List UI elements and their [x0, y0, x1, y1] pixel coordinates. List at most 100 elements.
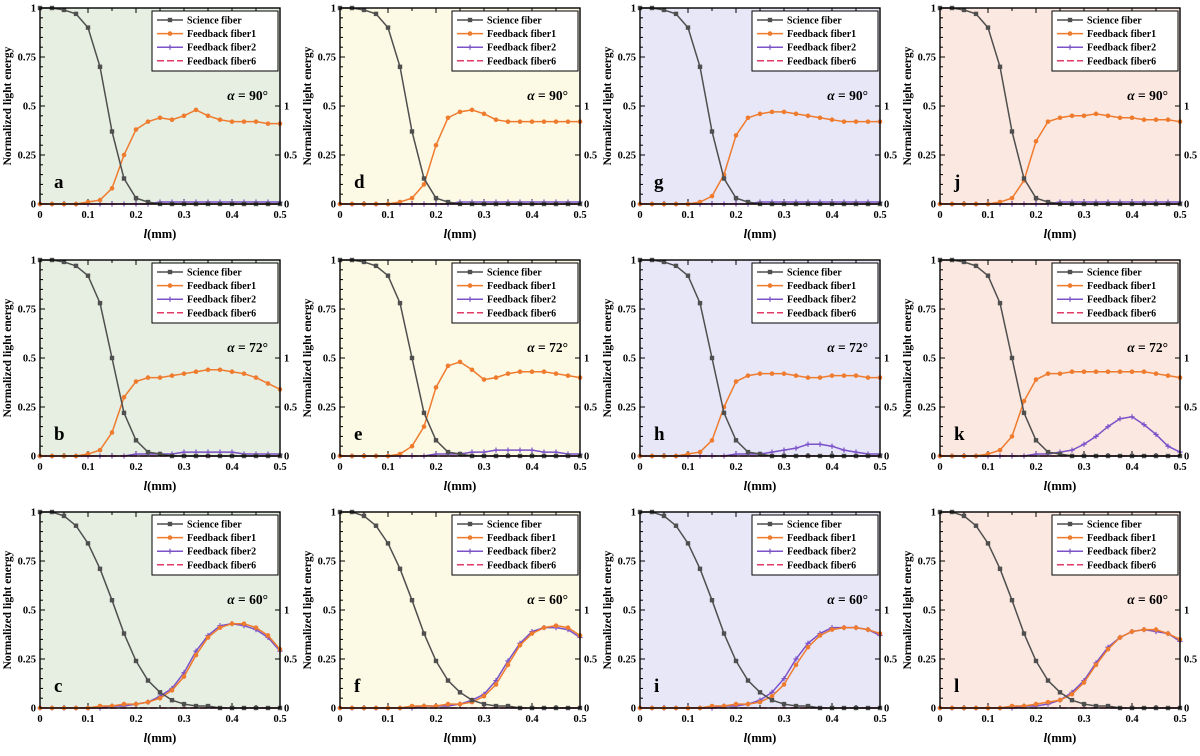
- x-tick-label: 0.4: [1125, 210, 1139, 221]
- legend-label: Feedback fiber1: [787, 533, 856, 544]
- legend-label: Feedback fiber2: [787, 547, 856, 558]
- y-tick-label-left: 0.25: [18, 655, 36, 666]
- y-tick-label-right: 1: [1184, 606, 1189, 617]
- x-tick-label: 0.2: [729, 714, 742, 725]
- legend-label: Science fiber: [187, 268, 242, 279]
- y-tick-label-left: 0.25: [918, 403, 936, 414]
- legend-label: Feedback fiber6: [487, 308, 556, 319]
- y-tick-label-right: 0.5: [584, 655, 597, 666]
- y-tick-label-left: 0: [331, 704, 336, 715]
- x-tick-label: 0.2: [1029, 210, 1042, 221]
- subplot-letter: j: [953, 172, 960, 193]
- plot-border: [339, 259, 581, 457]
- x-tick-label: 0.5: [273, 714, 286, 725]
- y-tick-label-left: 0.25: [918, 151, 936, 162]
- x-tick-label: 0.3: [477, 714, 490, 725]
- alpha-annotation: α = 72°: [1127, 340, 1168, 355]
- legend: Science fiber Feedback fiber1 Feedback fib…: [151, 10, 279, 72]
- y-tick-label-left: 0.75: [18, 305, 36, 316]
- y-tick-label-right: 0: [284, 452, 289, 463]
- subplot-letter: h: [654, 424, 665, 445]
- legend-label: Feedback fiber2: [487, 547, 556, 558]
- plot-border: [939, 511, 1181, 709]
- alpha-annotation: α = 90°: [227, 88, 268, 103]
- alpha-annotation: α = 72°: [227, 340, 268, 355]
- x-tick-label: 0.1: [981, 462, 994, 473]
- alpha-annotation: α = 60°: [527, 592, 568, 607]
- y-tick-label-right: 0.5: [884, 655, 897, 666]
- y-tick-label-right: 1: [584, 606, 589, 617]
- x-tick-label: 0.3: [777, 714, 790, 725]
- x-tick-label: 0: [937, 714, 942, 725]
- legend: Science fiber Feedback fiber1 Feedback fib…: [451, 262, 579, 324]
- x-tick-label: 0.5: [1173, 462, 1186, 473]
- alpha-annotation: α = 72°: [527, 340, 568, 355]
- x-axis-label: l(mm): [744, 479, 777, 493]
- x-axis-label: l(mm): [444, 731, 477, 745]
- subplot-j: 0 0.1 0.2 0.3 0.4 0.500.250.50.75100.51l(mm)N…: [902, 4, 1197, 242]
- y-tick-label-left: 1: [31, 4, 36, 15]
- y-axis-label: Normalized light energy: [902, 298, 914, 417]
- x-tick-label: 0.5: [573, 210, 586, 221]
- x-tick-label: 0.2: [129, 714, 142, 725]
- y-axis-label: Normalized light energy: [2, 550, 14, 669]
- x-tick-label: 0.1: [81, 714, 94, 725]
- legend-label: Science fiber: [487, 268, 542, 279]
- y-tick-label-left: 0.5: [323, 102, 336, 113]
- y-tick-label-left: 0.25: [18, 403, 36, 414]
- y-tick-label-left: 0.5: [623, 606, 636, 617]
- legend: Science fiber Feedback fiber1 Feedback fib…: [151, 262, 279, 324]
- x-tick-label: 0.3: [177, 462, 190, 473]
- y-tick-label-right: 1: [584, 354, 589, 365]
- subplot-f: 0 0.1 0.2 0.3 0.4 0.500.250.50.75100.51l(mm)N…: [302, 508, 597, 746]
- y-tick-label-right: 1: [1184, 354, 1189, 365]
- subplot-letter: a: [54, 172, 64, 193]
- legend-label: Feedback fiber2: [187, 547, 256, 558]
- legend-label: Feedback fiber6: [787, 308, 856, 319]
- legend: Science fiber Feedback fiber1 Feedback fib…: [451, 514, 579, 576]
- plot-border: [939, 7, 1181, 205]
- y-tick-label-right: 0: [884, 452, 889, 463]
- legend-label: Feedback fiber2: [1087, 295, 1156, 306]
- y-tick-label-right: 0: [584, 704, 589, 715]
- y-tick-label-right: 0: [884, 704, 889, 715]
- legend-label: Science fiber: [787, 268, 842, 279]
- legend-label: Feedback fiber1: [787, 29, 856, 40]
- legend: Science fiber Feedback fiber1 Feedback fib…: [751, 10, 879, 72]
- x-tick-label: 0.4: [525, 210, 539, 221]
- y-tick-label-left: 0.5: [923, 102, 936, 113]
- x-tick-label: 0.1: [381, 210, 394, 221]
- y-tick-label-left: 0.5: [23, 102, 36, 113]
- y-tick-label-right: 0: [1184, 200, 1189, 211]
- y-tick-label-left: 0.25: [318, 151, 336, 162]
- y-tick-label-left: 0.75: [918, 305, 936, 316]
- x-tick-label: 0.1: [681, 714, 694, 725]
- alpha-annotation: α = 60°: [827, 592, 868, 607]
- x-tick-label: 0.4: [225, 462, 239, 473]
- alpha-annotation: α = 90°: [1127, 88, 1168, 103]
- y-tick-label-left: 0.25: [18, 151, 36, 162]
- legend-label: Science fiber: [1087, 268, 1142, 279]
- legend-label: Feedback fiber6: [787, 560, 856, 571]
- y-tick-label-left: 1: [931, 256, 936, 267]
- subplot-letter: g: [654, 172, 664, 193]
- legend-label: Science fiber: [1087, 16, 1142, 27]
- subplot-c: 0 0.1 0.2 0.3 0.4 0.500.250.50.75100.51l(mm)N…: [2, 508, 297, 746]
- subplot-e: 0 0.1 0.2 0.3 0.4 0.500.250.50.75100.51l(mm)N…: [302, 256, 598, 494]
- y-tick-label-left: 0.5: [923, 354, 936, 365]
- x-tick-label: 0.3: [1077, 210, 1090, 221]
- legend: Science fiber Feedback fiber1 Feedback fib…: [751, 262, 879, 324]
- subplot-letter: l: [954, 676, 959, 697]
- x-tick-label: 0.4: [1125, 714, 1139, 725]
- y-tick-label-right: 0: [884, 200, 889, 211]
- alpha-annotation: α = 90°: [827, 88, 868, 103]
- y-tick-label-right: 0.5: [884, 151, 897, 162]
- x-tick-label: 0.5: [273, 210, 286, 221]
- x-axis-label: l(mm): [444, 227, 477, 241]
- x-axis-label: l(mm): [744, 731, 777, 745]
- x-axis-label: l(mm): [144, 731, 177, 745]
